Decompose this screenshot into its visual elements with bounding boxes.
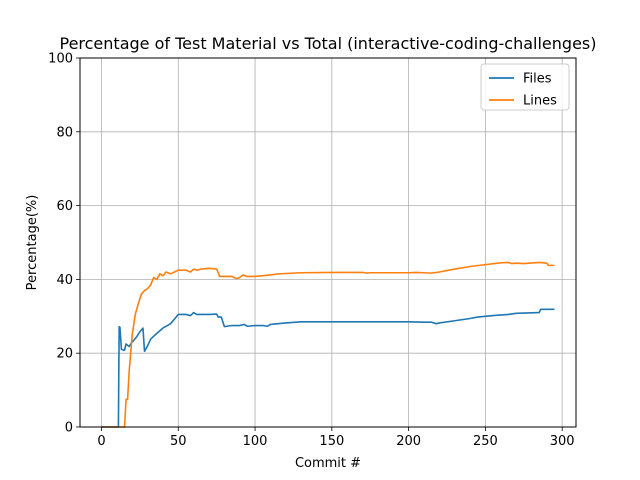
y-tick-label: 80 <box>56 125 73 140</box>
chart-title: Percentage of Test Material vs Total (in… <box>59 34 596 53</box>
legend: Files Lines <box>480 63 570 111</box>
legend-label-lines: Lines <box>523 94 557 109</box>
x-axis-label: Commit # <box>295 456 361 471</box>
plot-frame <box>79 57 577 428</box>
y-tick-label: 100 <box>48 52 73 67</box>
y-tick-label: 40 <box>56 273 73 288</box>
legend-box <box>480 63 570 111</box>
y-axis-label: Percentage(%) <box>25 195 40 291</box>
y-tick-label: 20 <box>56 347 73 362</box>
x-tick-label: 150 <box>319 434 344 449</box>
series-layer <box>101 261 555 428</box>
y-tick-label: 0 <box>65 421 73 436</box>
series-line-files <box>101 308 555 428</box>
ticks: 0 50 100 150 200 250 300 0 20 40 60 80 100 <box>48 52 574 450</box>
x-tick-label: 250 <box>473 434 498 449</box>
series-line-lines <box>101 261 555 428</box>
legend-label-files: Files <box>523 72 552 87</box>
y-tick-label: 60 <box>56 199 73 214</box>
x-tick-label: 300 <box>550 434 575 449</box>
x-tick-label: 0 <box>97 434 105 449</box>
x-tick-label: 200 <box>396 434 421 449</box>
x-tick-label: 100 <box>243 434 268 449</box>
x-tick-label: 50 <box>170 434 187 449</box>
